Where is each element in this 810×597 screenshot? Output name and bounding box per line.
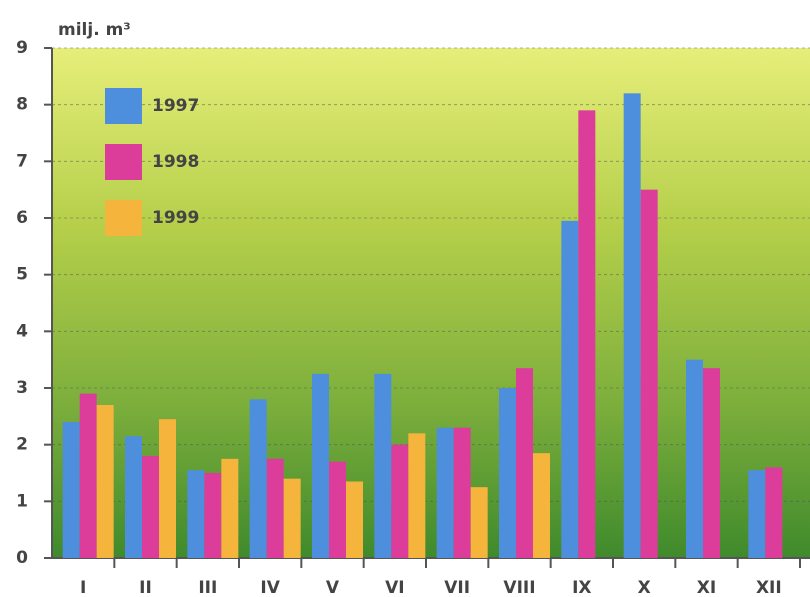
x-tick-label: XI — [697, 578, 716, 597]
y-tick-label: 6 — [16, 208, 28, 228]
bar — [471, 487, 488, 558]
bar — [267, 459, 284, 558]
bar — [284, 479, 301, 558]
y-tick-label: 8 — [16, 95, 28, 115]
bar — [765, 467, 782, 558]
bar — [187, 470, 204, 558]
legend-swatch — [105, 144, 142, 180]
chart: milj. m³ 0123456789IIIIIIIVVVIVIIVIIIIXX… — [0, 0, 810, 597]
x-tick-label: V — [326, 578, 340, 597]
bar — [125, 436, 142, 558]
bar — [63, 422, 80, 558]
legend-label: 1998 — [152, 152, 199, 172]
legend-label: 1997 — [152, 96, 199, 116]
bar — [374, 374, 391, 558]
bar — [204, 473, 221, 558]
y-tick-label: 9 — [16, 38, 28, 58]
x-tick-label: III — [198, 578, 217, 597]
bar — [624, 93, 641, 558]
x-tick-label: II — [139, 578, 152, 597]
bar — [80, 394, 97, 558]
y-tick-label: 5 — [16, 265, 28, 285]
x-tick-label: IV — [260, 578, 280, 597]
y-tick-label: 1 — [16, 491, 28, 511]
bar — [391, 445, 408, 558]
bar — [703, 368, 720, 558]
legend-label: 1999 — [152, 208, 199, 228]
bar — [250, 399, 267, 558]
x-tick-label: VIII — [503, 578, 535, 597]
bar — [686, 360, 703, 558]
bar — [561, 221, 578, 558]
y-tick-label: 2 — [16, 435, 28, 455]
bar — [641, 190, 658, 558]
bar — [97, 405, 114, 558]
bar — [578, 110, 595, 558]
legend-swatch — [105, 200, 142, 236]
bar — [408, 433, 425, 558]
bar — [533, 453, 550, 558]
x-tick-label: X — [638, 578, 651, 597]
bar — [221, 459, 238, 558]
bar — [748, 470, 765, 558]
bar — [437, 428, 454, 558]
bar — [454, 428, 471, 558]
x-tick-label: XII — [756, 578, 782, 597]
bar — [159, 419, 176, 558]
x-tick-label: VI — [385, 578, 404, 597]
y-tick-label: 0 — [16, 548, 28, 568]
bar — [329, 462, 346, 558]
x-tick-label: IX — [572, 578, 591, 597]
bar — [346, 482, 363, 559]
x-tick-label: VII — [444, 578, 470, 597]
bar — [142, 456, 159, 558]
bar — [516, 368, 533, 558]
y-tick-label: 4 — [16, 321, 28, 341]
legend-swatch — [105, 88, 142, 124]
y-axis-label: milj. m³ — [58, 20, 131, 40]
y-tick-label: 7 — [16, 151, 28, 171]
x-tick-label: I — [80, 578, 86, 597]
bar — [312, 374, 329, 558]
bar — [499, 388, 516, 558]
y-tick-label: 3 — [16, 378, 28, 398]
